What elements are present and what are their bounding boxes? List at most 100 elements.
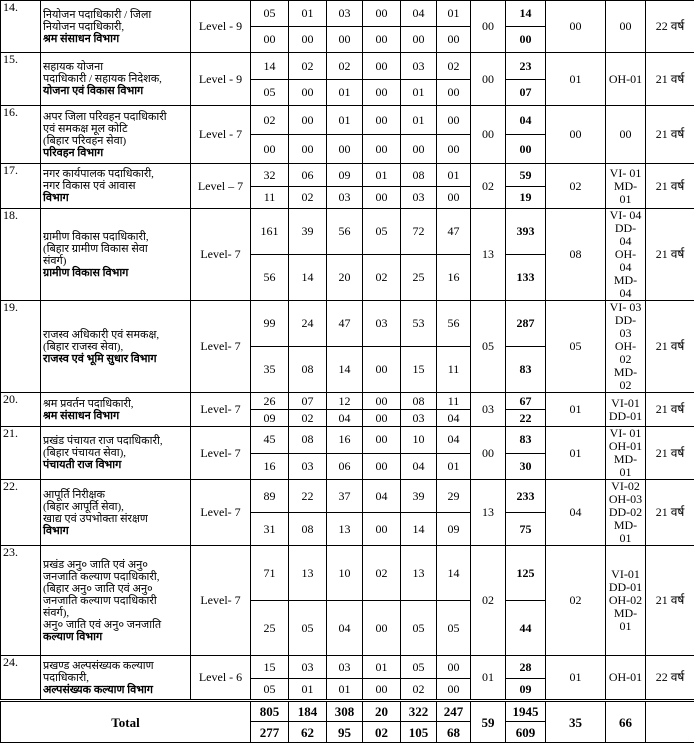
count: 03	[401, 187, 437, 209]
row: 15.सहायक योजनापदाधिकारी / सहायक निदेशक,य…	[1, 53, 694, 80]
total-count: 66	[606, 701, 646, 743]
age: 21 वर्ष	[646, 301, 694, 393]
post-line: श्रम संसाधन विभाग	[43, 33, 188, 45]
serial-no: 19.	[1, 301, 41, 393]
count-merged: 00	[546, 106, 606, 164]
post-line: एवं समकक्ष मूल कोटि	[43, 123, 188, 135]
count: 13	[289, 546, 327, 601]
count: 03	[289, 453, 327, 480]
count: 01	[363, 656, 401, 679]
count: 00	[289, 27, 327, 53]
count: 11	[251, 187, 289, 209]
count-merged: 00	[471, 427, 506, 480]
count: 03	[327, 656, 363, 679]
grand-total: 1945	[506, 701, 546, 722]
post-line: अनु० जाति एवं अनु० जनजाति	[43, 619, 188, 631]
post-line: संवर्ग)	[43, 255, 188, 267]
serial-no: 20.	[1, 393, 41, 427]
count: 11	[437, 393, 471, 410]
count: 04	[437, 427, 471, 454]
pay-level: Level- 7	[191, 546, 251, 656]
count: 04	[437, 410, 471, 427]
row: 14.नियोजन पदाधिकारी / जिलानियोजन पदाधिका…	[1, 1, 694, 27]
count-merged: 02	[471, 164, 506, 209]
serial-no: 18.	[1, 209, 41, 301]
age: 22 वर्ष	[646, 1, 694, 53]
count: 39	[401, 480, 437, 513]
count: 13	[327, 513, 363, 546]
count-merged: 01	[546, 53, 606, 106]
disability-line: MD-01	[608, 180, 643, 206]
age: 21 वर्ष	[646, 427, 694, 480]
count: 14	[251, 53, 289, 80]
count: 00	[363, 513, 401, 546]
count-merged: 02	[546, 164, 606, 209]
total-count: 02	[363, 722, 401, 743]
disability-line: MD-01	[608, 519, 643, 545]
count: 14	[327, 347, 363, 393]
total: 83	[506, 347, 546, 393]
total-count: 184	[289, 701, 327, 722]
count: 00	[363, 80, 401, 106]
count-merged: 00	[471, 53, 506, 106]
count: 01	[327, 80, 363, 106]
total-count: 68	[437, 722, 471, 743]
count: 08	[401, 164, 437, 187]
count: 03	[327, 1, 363, 27]
age: 21 वर्ष	[646, 106, 694, 164]
post-line: प्रखंड अनु० जाति एवं अनु०	[43, 559, 188, 571]
serial-no: 15.	[1, 53, 41, 106]
post-line: आपूर्ति निरीक्षक	[43, 489, 188, 501]
count: 24	[289, 301, 327, 347]
disability-line: VI-01	[608, 397, 643, 410]
disability: OH-01	[606, 656, 646, 701]
count: 25	[251, 601, 289, 656]
age: 21 वर्ष	[646, 393, 694, 427]
count: 02	[401, 679, 437, 701]
post-line: पंचायती राज विभाग	[43, 459, 188, 471]
count: 01	[327, 106, 363, 135]
post-line: (बिहार अनु० जाति एवं अनु०	[43, 583, 188, 595]
post-line: राजस्व अधिकारी एवं समकक्ष,	[43, 329, 188, 341]
post-line: पदाधिकारी,	[43, 672, 188, 684]
total: 75	[506, 513, 546, 546]
post-name: सहायक योजनापदाधिकारी / सहायक निदेशक,योजन…	[41, 53, 191, 106]
empty	[646, 701, 694, 743]
count: 53	[401, 301, 437, 347]
count: 02	[327, 53, 363, 80]
post-line: विभाग	[43, 525, 188, 537]
post-line: (बिहार आपूर्ति सेवा),	[43, 501, 188, 513]
count-merged: 02	[546, 546, 606, 656]
count-merged: 04	[546, 480, 606, 546]
row: 20.श्रम प्रवर्तन पदाधिकारी,श्रम संसाधन व…	[1, 393, 694, 410]
count: 05	[289, 601, 327, 656]
post-line: राजस्व एवं भूमि सुधार विभाग	[43, 353, 188, 365]
count: 03	[401, 410, 437, 427]
total-count: 277	[251, 722, 289, 743]
count: 00	[437, 187, 471, 209]
pay-level: Level- 7	[191, 480, 251, 546]
count: 00	[289, 135, 327, 164]
count: 05	[401, 601, 437, 656]
post-line: नियोजन पदाधिकारी / जिला	[43, 9, 188, 21]
count-merged: 08	[546, 209, 606, 301]
total: 00	[506, 27, 546, 53]
count: 00	[289, 106, 327, 135]
count: 00	[437, 27, 471, 53]
count: 01	[401, 106, 437, 135]
serial-no: 23.	[1, 546, 41, 656]
row: 21.प्रखंड पंचायत राज पदाधिकारी,(बिहार पं…	[1, 427, 694, 454]
total: 07	[506, 80, 546, 106]
total: 04	[506, 106, 546, 135]
age: 21 वर्ष	[646, 546, 694, 656]
total: 133	[506, 255, 546, 301]
post-line: अल्पसंख्यक कल्याण विभाग	[43, 684, 188, 696]
post-line: ग्रामीण विकास विभाग	[43, 267, 188, 279]
total-count: 35	[546, 701, 606, 743]
total-count: 308	[327, 701, 363, 722]
count: 14	[289, 255, 327, 301]
total: 125	[506, 546, 546, 601]
